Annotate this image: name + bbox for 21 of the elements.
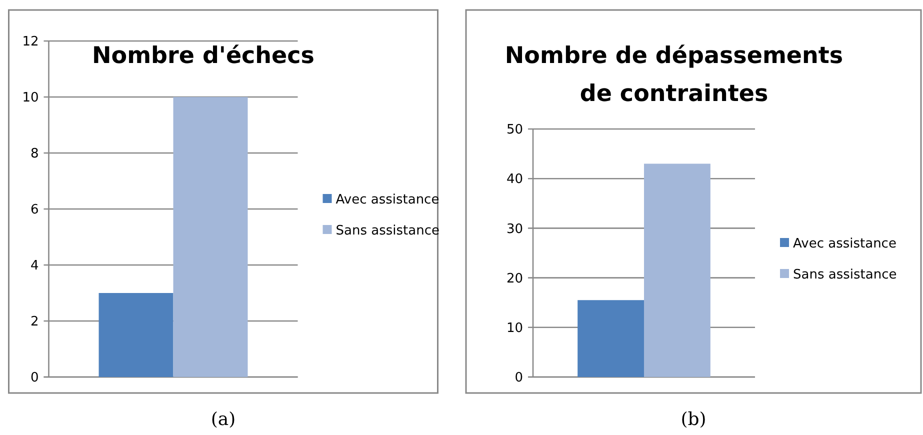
legend-label: Avec assistance [336, 192, 440, 208]
y-tick-label: 2 [30, 314, 39, 330]
y-tick-label: 30 [506, 222, 523, 237]
text: (a) [210, 409, 236, 430]
y-tick-label: 0 [514, 370, 523, 386]
y-tick-label: 20 [506, 271, 523, 286]
legend-label: Sans assistance [793, 268, 897, 283]
y-tick-label: 4 [30, 258, 39, 274]
y-tick-label: 10 [506, 320, 523, 336]
text: (b) [680, 409, 706, 430]
legend-label: Sans assistance [336, 224, 440, 239]
y-tick-label: 6 [30, 202, 39, 218]
chart-title: Nombre de dépassements de contraintes [504, 43, 844, 107]
y-tick-label: 50 [506, 122, 523, 138]
y-tick-label: 10 [22, 90, 39, 106]
y-tick-label: 12 [22, 34, 39, 50]
y-tick-label: 40 [506, 172, 523, 188]
chart-title: Nombre d'échecs [92, 43, 314, 69]
y-tick-label: 0 [30, 370, 39, 386]
legend-label: Avec assistance [793, 236, 896, 252]
y-tick-label: 8 [30, 146, 39, 162]
